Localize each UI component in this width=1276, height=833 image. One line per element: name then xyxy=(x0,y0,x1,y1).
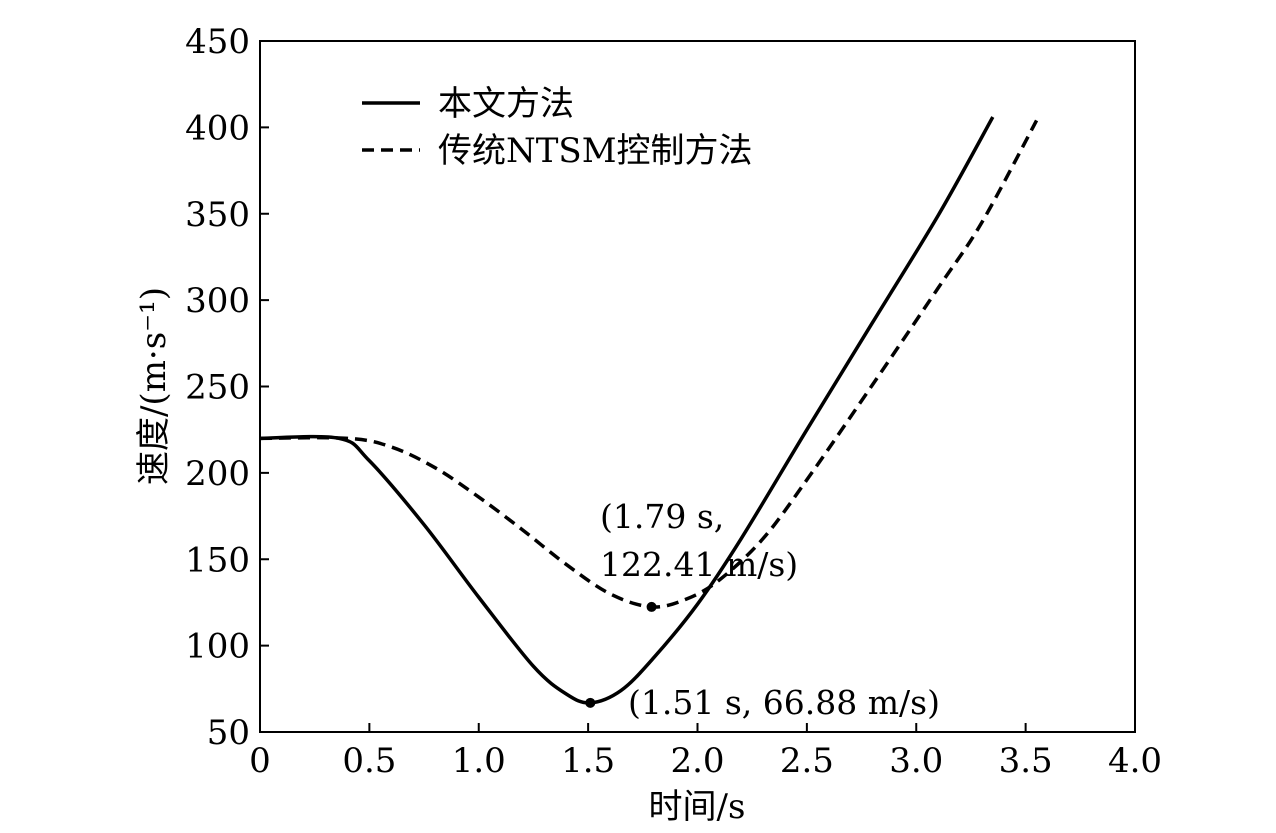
y-tick-label: 450 xyxy=(185,22,250,62)
series-line-proposed xyxy=(259,116,995,705)
annotation-solid-min: (1.51 s, 66.88 m/s) xyxy=(628,683,940,722)
y-tick-label: 150 xyxy=(185,540,250,580)
series-line-ntsm xyxy=(259,119,1039,609)
annotation-dashed-min: (1.79 s, 122.41 m/s) xyxy=(600,497,798,584)
y-tick-label: 50 xyxy=(207,713,250,753)
annotation-2-line-1: (1.51 s, 66.88 m/s) xyxy=(628,683,940,722)
minimum-point-marker xyxy=(646,601,657,612)
y-tick-label: 300 xyxy=(185,281,250,321)
x-axis-ticks: 0 0.5 1.0 1.5 2.0 2.5 3.0 3.5 4.0 xyxy=(249,723,1162,781)
x-tick-label: 1.5 xyxy=(561,741,615,781)
x-tick-label: 0 xyxy=(249,741,271,781)
legend-label-1: 本文方法 xyxy=(438,84,574,124)
y-tick-label: 250 xyxy=(185,368,250,408)
x-tick-label: 4.0 xyxy=(1108,741,1162,781)
series-layer xyxy=(259,116,1039,705)
y-tick-label: 100 xyxy=(185,627,250,667)
x-tick-label: 1.0 xyxy=(452,741,506,781)
x-tick-label: 3.5 xyxy=(999,741,1053,781)
x-axis-label: 时间/s xyxy=(649,787,746,827)
annotation-1-line-1: (1.79 s, xyxy=(600,497,724,536)
x-tick-label: 3.0 xyxy=(889,741,943,781)
y-tick-label: 350 xyxy=(185,195,250,235)
x-tick-label: 2.5 xyxy=(780,741,834,781)
x-tick-label: 0.5 xyxy=(342,741,396,781)
marker-layer xyxy=(585,601,657,708)
y-tick-label: 200 xyxy=(185,454,250,494)
annotation-1-line-2: 122.41 m/s) xyxy=(600,545,798,584)
y-axis-label: 速度/(m·s⁻¹) xyxy=(134,287,174,485)
y-tick-label: 400 xyxy=(185,108,250,148)
minimum-point-marker xyxy=(585,697,596,708)
legend: 本文方法 传统NTSM控制方法 xyxy=(362,84,753,171)
y-axis-ticks: 50 100 150 200 250 300 350 400 450 xyxy=(185,22,269,753)
x-tick-label: 2.0 xyxy=(670,741,724,781)
legend-label-2: 传统NTSM控制方法 xyxy=(438,131,753,171)
